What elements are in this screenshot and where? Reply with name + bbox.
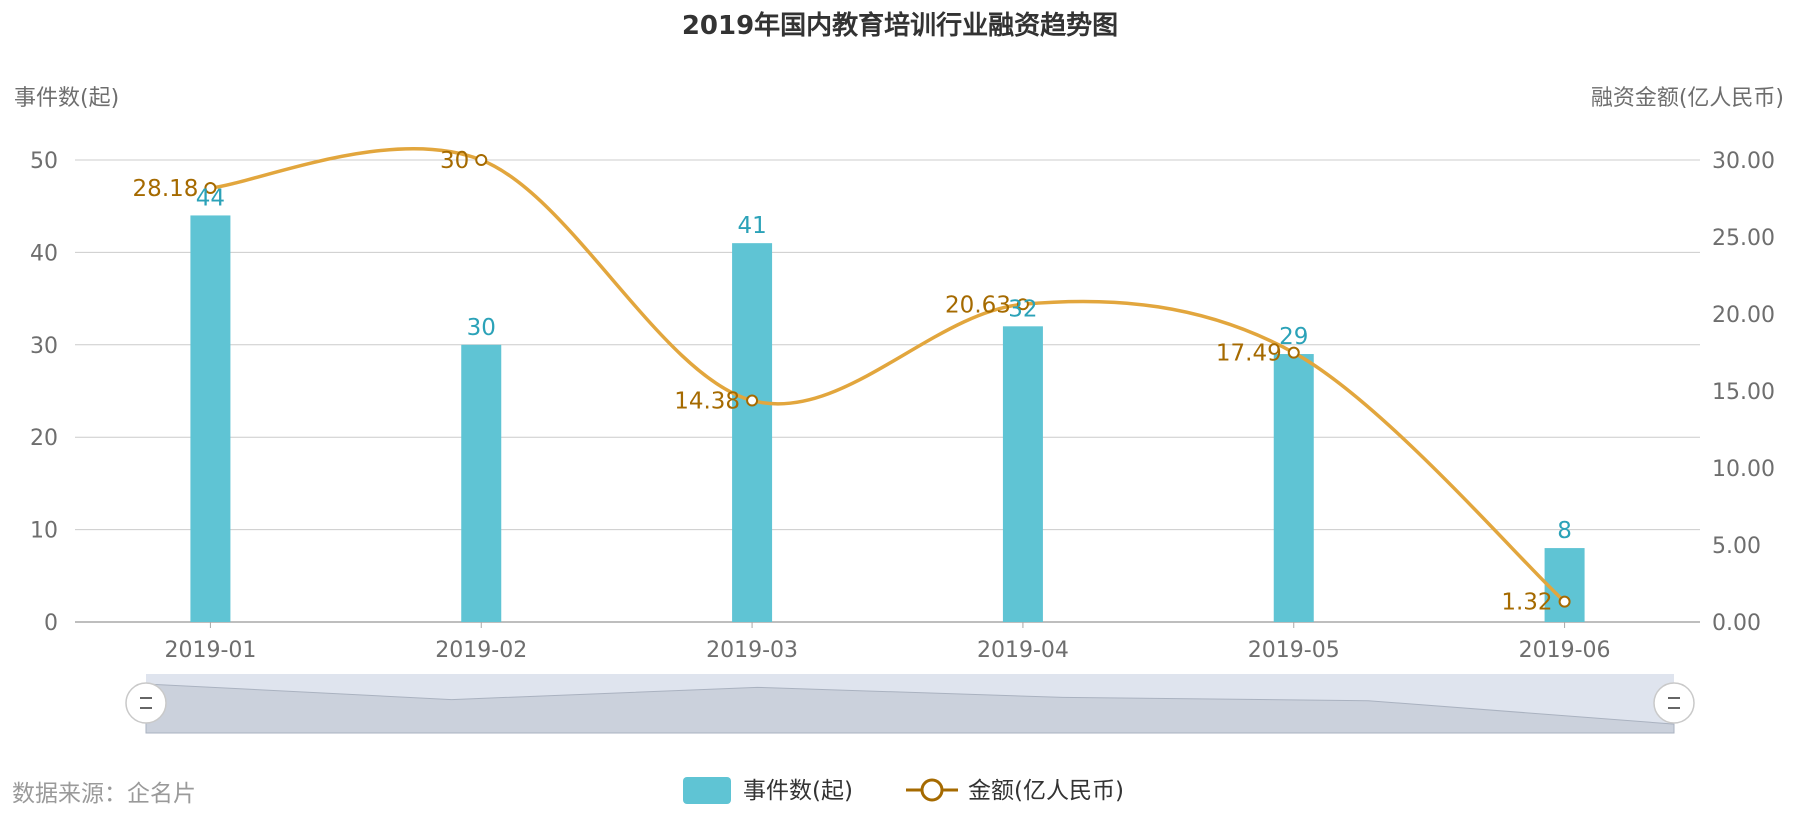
line-point[interactable]	[204, 182, 217, 195]
bar-value-label: 8	[1557, 518, 1572, 544]
y-left-tick-label: 0	[44, 611, 58, 636]
y-right-tick-label: 0.00	[1712, 611, 1761, 636]
datazoom-left-handle[interactable]	[125, 682, 167, 724]
y-right-tick-label: 5.00	[1712, 534, 1761, 559]
line-point[interactable]	[746, 394, 759, 407]
y-left-tick-label: 20	[30, 426, 58, 451]
line-point[interactable]	[1287, 346, 1300, 359]
datazoom-slider[interactable]	[125, 674, 1695, 734]
bar[interactable]	[1544, 548, 1585, 622]
left-axis-name: 事件数(起)	[14, 86, 119, 111]
line-point[interactable]	[1558, 595, 1571, 608]
y-right-tick-label: 25.00	[1712, 226, 1775, 251]
y-left-tick-label: 10	[30, 519, 58, 544]
line-value-label: 28.18	[133, 176, 199, 202]
line-value-label: 14.38	[674, 389, 740, 415]
x-tick-label: 2019-02	[435, 638, 527, 663]
y-left-tick-label: 50	[30, 149, 58, 174]
axis-labels-layer: 0 10 20 30 40 50 0.00 5.00 10.00 15.00 20.00 25.00 3…	[30, 149, 1775, 663]
x-tick-label: 2019-04	[977, 638, 1069, 663]
labels-layer: 44 30 41 32 29 8 28.18 30 14.38 20.63 17.49 1.32	[133, 148, 1572, 616]
chart-title: 2019年国内教育培训行业融资趋势图	[682, 10, 1118, 41]
drag-handle-icon	[125, 682, 167, 724]
bar-value-label: 41	[737, 213, 766, 239]
bar[interactable]	[732, 243, 773, 622]
x-tick-label: 2019-06	[1519, 638, 1611, 663]
bar[interactable]	[190, 215, 231, 622]
y-right-tick-label: 15.00	[1712, 380, 1775, 405]
legend-bar-swatch	[683, 777, 731, 804]
x-tick-label: 2019-01	[164, 638, 256, 663]
y-right-tick-label: 20.00	[1712, 303, 1775, 328]
bar-value-label: 30	[467, 315, 496, 341]
datazoom-right-handle[interactable]	[1653, 682, 1695, 724]
drag-handle-icon	[1653, 682, 1695, 724]
line-point[interactable]	[1016, 298, 1029, 311]
grid-layer	[75, 159, 1700, 628]
bar-value-label: 32	[1008, 296, 1037, 322]
legend-bar-label: 事件数(起)	[743, 778, 853, 804]
right-axis-name: 融资金额(亿人民币)	[1591, 86, 1784, 111]
line-value-label: 20.63	[945, 292, 1011, 318]
bars-layer[interactable]	[190, 215, 1585, 622]
bar[interactable]	[461, 344, 502, 622]
datazoom-preview-area	[145, 683, 1675, 734]
bar-value-label: 44	[196, 185, 225, 211]
y-left-tick-label: 40	[30, 241, 58, 266]
y-right-tick-label: 10.00	[1712, 457, 1775, 482]
legend-line-label: 金额(亿人民币)	[968, 778, 1124, 804]
legend-item-line[interactable]: 金额(亿人民币)	[906, 778, 1124, 804]
bar-value-label: 29	[1279, 324, 1308, 350]
line-layer[interactable]	[204, 146, 1571, 608]
bar[interactable]	[1273, 354, 1314, 622]
legend-line-marker	[920, 778, 944, 802]
x-tick-label: 2019-03	[706, 638, 798, 663]
bar[interactable]	[1002, 326, 1043, 622]
line-value-label: 30	[440, 148, 469, 174]
line-value-label: 1.32	[1501, 590, 1552, 616]
legend-item-bar[interactable]: 事件数(起)	[683, 777, 853, 804]
source-note: 数据来源：企名片	[12, 781, 196, 807]
legend: 事件数(起) 金额(亿人民币)	[683, 777, 1124, 804]
y-left-tick-label: 30	[30, 334, 58, 359]
line-point[interactable]	[475, 154, 488, 166]
x-tick-label: 2019-05	[1248, 638, 1340, 663]
y-right-tick-label: 30.00	[1712, 149, 1775, 174]
line-value-label: 17.49	[1216, 341, 1282, 367]
line-series-path[interactable]	[210, 146, 1566, 603]
